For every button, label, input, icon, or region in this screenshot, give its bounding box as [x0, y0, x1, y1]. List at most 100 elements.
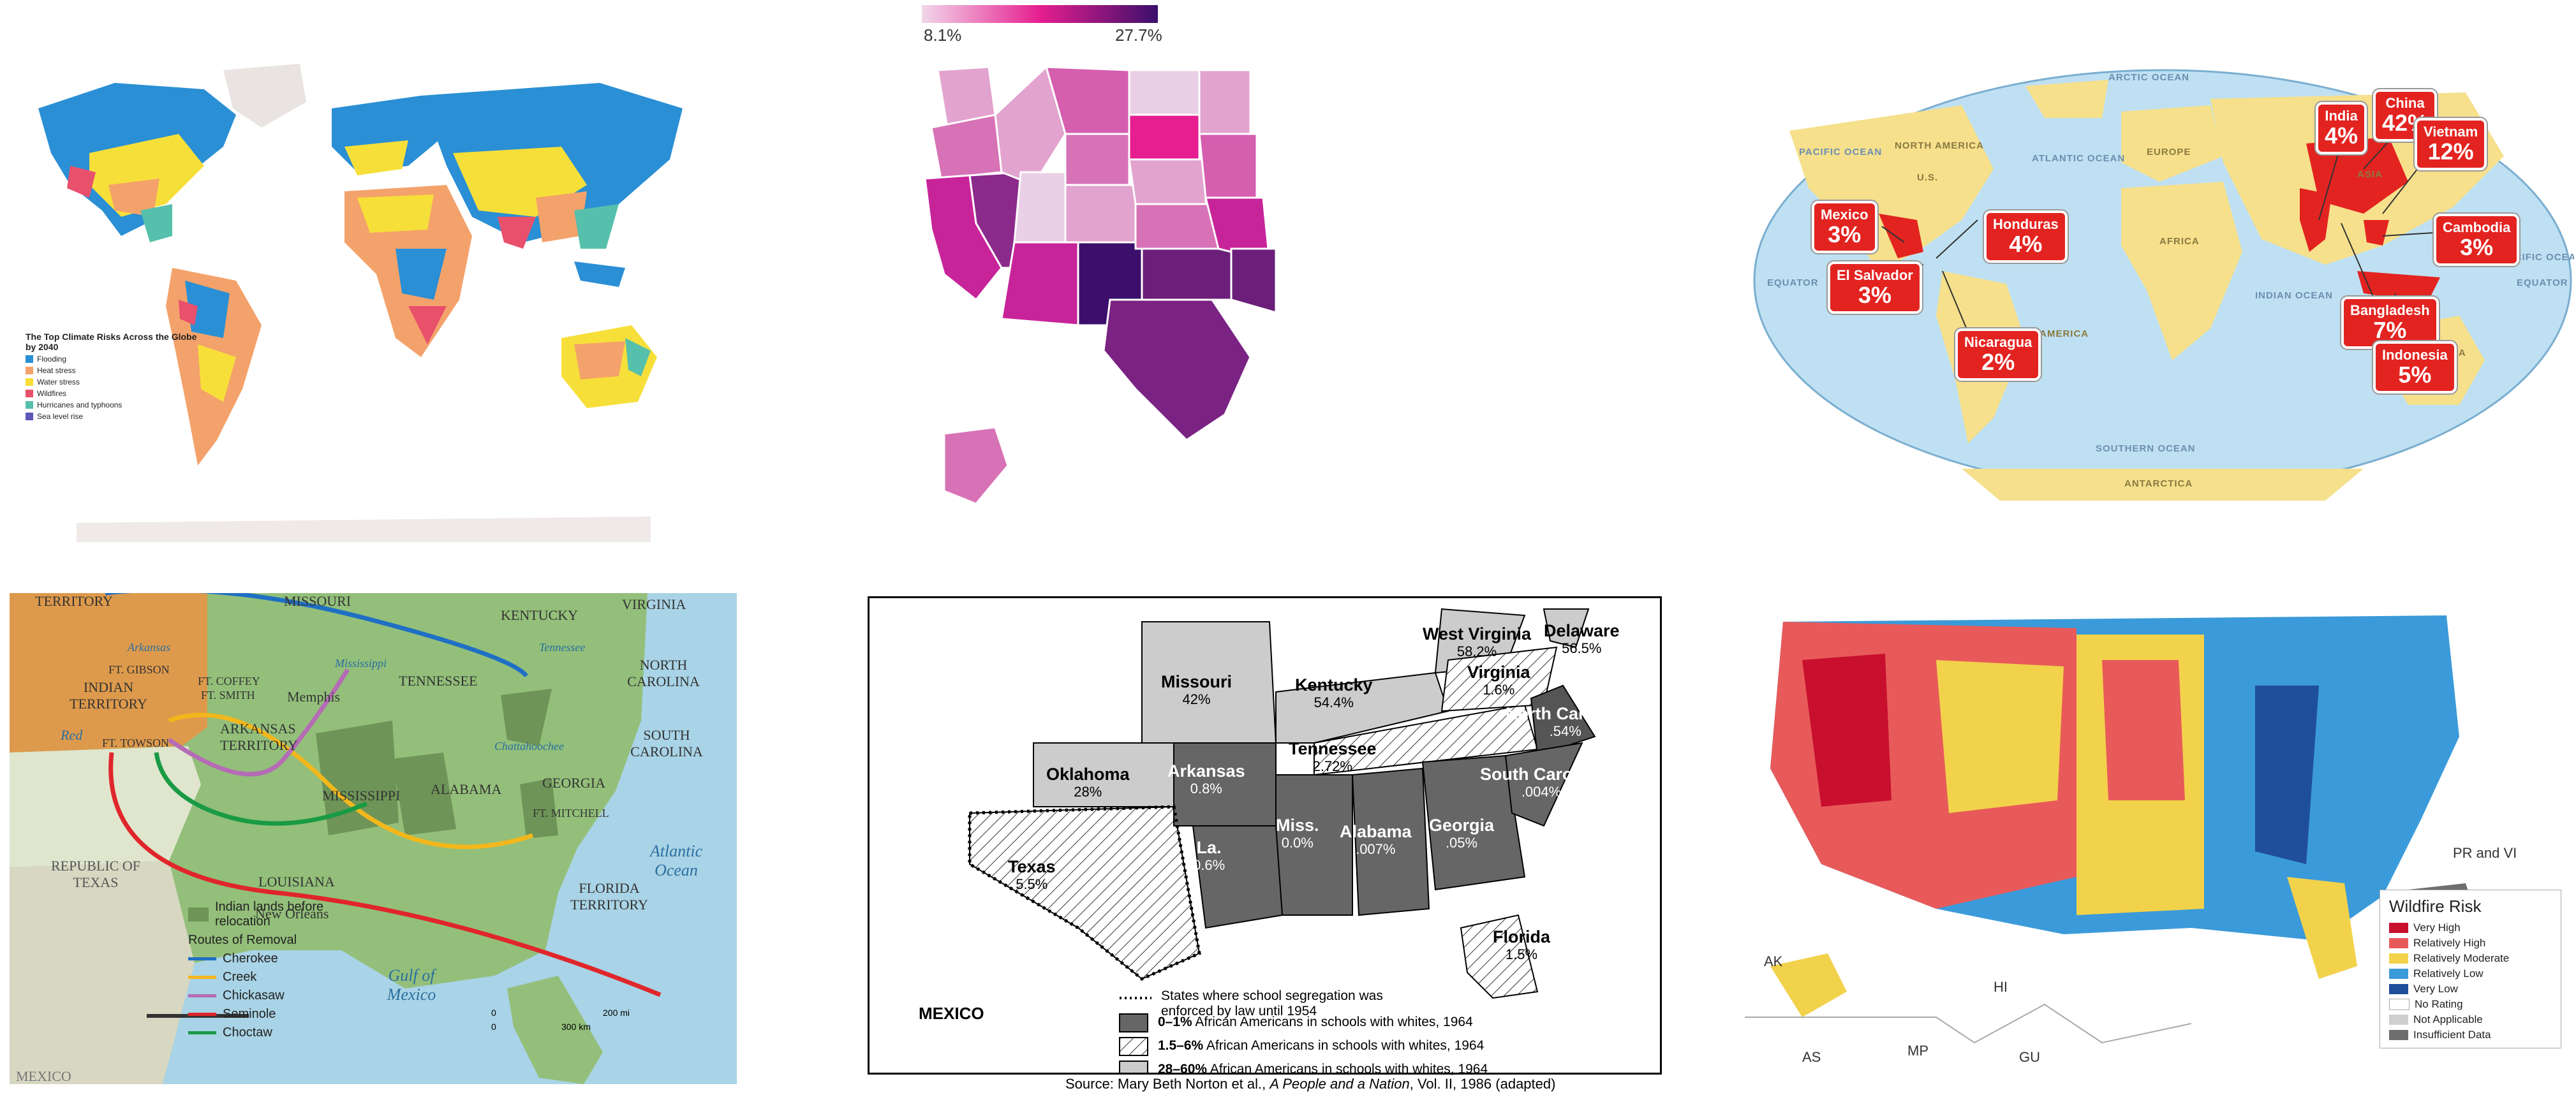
- legend-label: Relatively High: [2413, 937, 2486, 949]
- route-legend-item: Creek: [188, 970, 380, 985]
- map-label: GEORGIA: [542, 775, 605, 791]
- callout-percent: 4%: [2009, 231, 2043, 257]
- ocean-label: PACIFIC OCEAN: [1799, 147, 1883, 158]
- state-name: North Carolina: [1506, 704, 1625, 723]
- river-label: Tennessee: [539, 641, 586, 654]
- map-label: REPUBLIC OF TEXAS: [51, 858, 140, 890]
- legend-item: Relatively Low: [2389, 967, 2552, 980]
- route-line-swatch: [188, 957, 216, 960]
- state-value: 5.5%: [1016, 876, 1048, 892]
- route-label: Cherokee: [223, 951, 278, 966]
- legend-swatch: [26, 355, 33, 363]
- state-value: 28%: [1074, 784, 1102, 800]
- world-map-graphic: [38, 64, 683, 542]
- map-label: VIRGINIA: [622, 596, 686, 612]
- legend-row-dark: 0–1% African Americans in schools with w…: [1158, 1015, 1473, 1029]
- country-callout: Nicaragua 2%: [1955, 328, 2041, 381]
- ocean-label: INDIAN OCEAN: [2255, 290, 2334, 301]
- map-label: Gulf of Mexico: [387, 966, 436, 1004]
- state-value: 0.8%: [1190, 781, 1222, 797]
- country-callout: Mexico 3%: [1812, 201, 1877, 253]
- source-note: Source: Mary Beth Norton et al., A Peopl…: [1065, 1076, 1556, 1092]
- segregation-map-graphic: [968, 608, 1596, 1075]
- state-label: Tennessee 2.72%: [1289, 740, 1377, 775]
- routes-title: Routes of Removal: [188, 933, 297, 947]
- callout-country: Vietnam: [2424, 124, 2478, 140]
- legend-item: Heat stress: [26, 366, 198, 375]
- callout-percent: 3%: [2460, 234, 2494, 260]
- legend-swatch: [2389, 999, 2409, 1010]
- scale-mi-label: 200 mi: [603, 1008, 630, 1018]
- state-name: West Virginia: [1423, 624, 1532, 643]
- territory-label: AS: [1802, 1049, 1821, 1065]
- legend-label: Very Low: [2413, 983, 2458, 995]
- map-label: TENNESSEE: [399, 673, 478, 689]
- legend-label: Heat stress: [37, 366, 76, 375]
- land-label: EUROPE: [2147, 147, 2191, 158]
- legend-swatch: [26, 390, 33, 397]
- territory-label: PR and VI: [2453, 845, 2517, 861]
- ocean-label: ATLANTIC OCEAN: [2032, 153, 2126, 164]
- map-label: Atlantic Ocean: [649, 842, 703, 879]
- legend-swatch: [2389, 938, 2408, 948]
- state-value: 42%: [1182, 691, 1211, 707]
- legend-label: No Rating: [2415, 998, 2463, 1010]
- scale-km-label: 300 km: [561, 1022, 591, 1032]
- legend-label: Relatively Low: [2413, 967, 2483, 980]
- state-label: North Carolina .54%: [1506, 705, 1625, 740]
- state-value: 56.5%: [1562, 640, 1602, 656]
- route-legend-item: Chickasaw: [188, 988, 380, 1003]
- climate-risk-world-map: The Top Climate Risks Across the Globe b…: [13, 57, 734, 542]
- legend-label: Flooding: [37, 355, 67, 364]
- legend-swatch: [2389, 984, 2408, 994]
- callout-country: Cambodia: [2443, 219, 2511, 235]
- legend-item: Not Applicable: [2389, 1013, 2552, 1026]
- scale-zero-label: 0: [491, 1022, 496, 1032]
- legend-swatch: [2389, 969, 2408, 979]
- state-name: Georgia: [1429, 816, 1495, 835]
- state-value: 0.0%: [1281, 835, 1314, 851]
- route-legend-item: Seminole: [188, 1007, 380, 1022]
- callout-country: Mexico: [1821, 207, 1869, 223]
- legend-item: No Rating: [2389, 998, 2552, 1011]
- legend-swatch: [26, 367, 33, 374]
- territory-label: MP: [1907, 1043, 1928, 1059]
- legend-item: Very High: [2389, 922, 2552, 934]
- legend-item: Sea level rise: [26, 412, 198, 421]
- legend-row-light: 28–60% African Americans in schools with…: [1158, 1062, 1488, 1076]
- legend-label: Very High: [2413, 922, 2461, 934]
- wildfire-risk-map: AK HI AS MP GU PR and VI Wildfire Risk V…: [1745, 609, 2574, 1084]
- route-label: Choctaw: [223, 1025, 272, 1039]
- legend-swatch: [26, 378, 33, 386]
- route-legend-item: Cherokee: [188, 951, 380, 966]
- state-value: 1.6%: [1483, 682, 1515, 698]
- state-value: .54%: [1549, 723, 1581, 739]
- ocean-label: ARCTIC OCEAN: [2108, 72, 2189, 83]
- territory-label: GU: [2019, 1049, 2040, 1065]
- callout-percent: 3%: [1828, 221, 1862, 247]
- state-label: Kentucky 54.4%: [1295, 676, 1373, 712]
- legend-swatch: [2389, 1015, 2408, 1025]
- state-value: 0.6%: [1193, 857, 1225, 873]
- state-name: Arkansas: [1167, 761, 1245, 781]
- route-label: Chickasaw: [223, 988, 285, 1003]
- country-callout: El Salvador 3%: [1828, 261, 1922, 314]
- land-label: EQUATOR: [1767, 277, 1819, 288]
- state-name: La.: [1196, 838, 1222, 857]
- land-label: ASIA: [2357, 169, 2383, 180]
- legend-label: Hurricanes and typhoons: [37, 400, 122, 409]
- scale-zero-label: 0: [491, 1008, 496, 1018]
- scale-max-label: 27.7%: [1115, 26, 1162, 45]
- state-label: Miss. 0.0%: [1276, 816, 1319, 852]
- map-label: KENTUCKY: [501, 607, 578, 623]
- state-value: .05%: [1445, 835, 1478, 851]
- river-label: Chattahoochee: [494, 740, 564, 753]
- us-states-graphic: [924, 65, 1276, 505]
- state-label: Texas 5.5%: [1008, 858, 1056, 893]
- map-label: TERRITORY: [35, 593, 113, 609]
- map-label: New Orleans: [255, 906, 329, 922]
- legend-swatch: [26, 413, 33, 420]
- land-label: EQUATOR: [2517, 277, 2568, 288]
- legend-item: Relatively Moderate: [2389, 952, 2552, 965]
- state-name: Tennessee: [1289, 739, 1377, 758]
